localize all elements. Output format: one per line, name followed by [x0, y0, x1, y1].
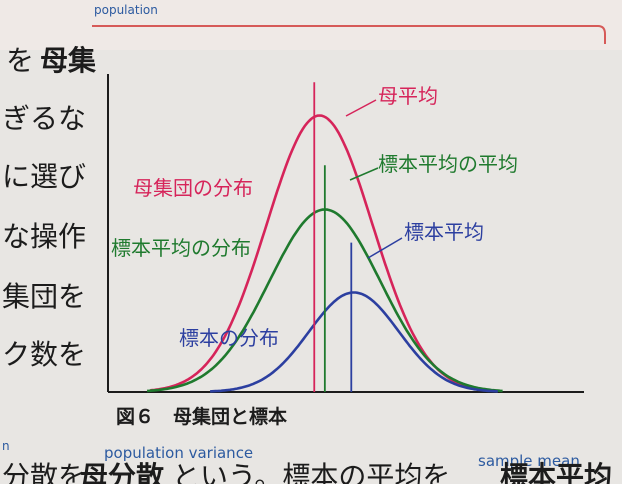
bottom-en-sample-mean: sample mean: [478, 452, 580, 470]
side-line-2: に選び: [2, 160, 86, 193]
bottom-text-mid: という。標本の平均を: [172, 460, 450, 484]
curve-sample: [210, 291, 498, 393]
side-line-3: な操作: [2, 220, 86, 253]
top-label-population: population: [94, 3, 158, 17]
pointer-mean-of-sample-means: [349, 167, 379, 181]
label-sample-mean: 標本平均: [404, 220, 484, 244]
side-text-column: ぎるな に選び な操作 集団を ク数を: [2, 102, 86, 371]
bottom-en-population-variance: population variance: [104, 444, 253, 462]
header-box-border: [92, 25, 606, 44]
figure-caption: 図６ 母集団と標本: [116, 405, 287, 428]
label-population-mean: 母平均: [378, 84, 438, 108]
pointer-sample-mean: [367, 237, 403, 259]
side-line-4: 集団を: [2, 280, 86, 313]
bottom-text-bold: 母分散: [80, 460, 164, 484]
top-right-bold: 母集: [40, 44, 96, 77]
mean-lines: [313, 82, 353, 392]
label-population-distribution: 母集団の分布: [133, 176, 253, 200]
top-right-fragment: を: [6, 44, 34, 77]
pointer-population-mean: [345, 99, 377, 117]
label-sample-mean-distribution: 標本平均の分布: [111, 236, 251, 260]
side-line-5: ク数を: [2, 338, 86, 371]
bottom-text-bold2: 標本平均: [500, 460, 612, 484]
normal-distribution-chart: 母平均 標本平均の平均 母集団の分布 標本平均の分布 標本平均 標本の分布: [107, 74, 584, 393]
label-sample-distribution: 標本の分布: [179, 326, 279, 350]
bottom-en-left: n: [2, 439, 10, 453]
side-line-1: ぎるな: [2, 102, 86, 135]
label-mean-of-sample-means: 標本平均の平均: [378, 152, 518, 176]
bottom-text-left: 分散を: [2, 460, 86, 484]
